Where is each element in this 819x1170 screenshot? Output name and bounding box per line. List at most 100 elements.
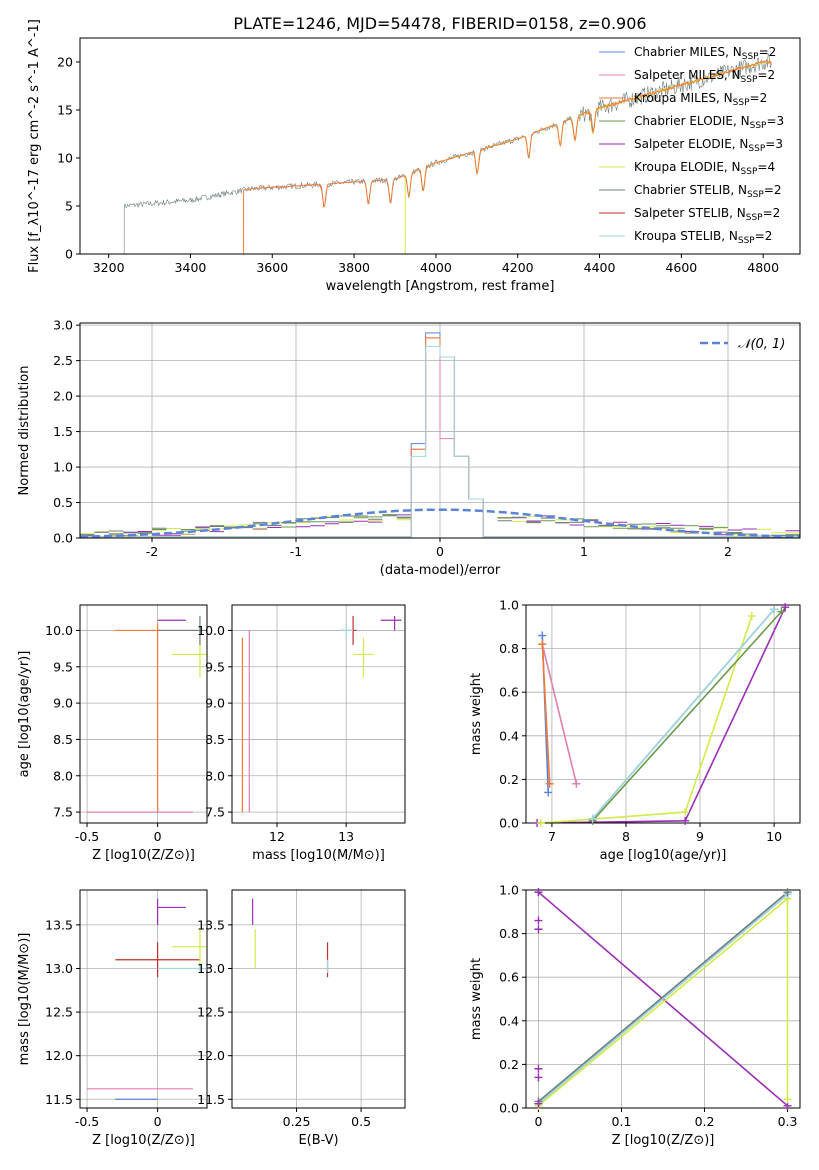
x-tick-label: 0.5: [351, 1114, 371, 1129]
plot-area-mass-vs-Z: [87, 898, 207, 1100]
legend-label: Chabrier MILES, NSSP=2: [634, 45, 776, 62]
y-tick-label: 12.0: [45, 1048, 73, 1063]
plot-area-spectrum: [80, 52, 800, 254]
weight-marker: [538, 631, 547, 640]
weight-marker: [777, 607, 786, 616]
y-tick-label: 0.8: [499, 641, 519, 656]
plot-area-age-vs-mass: [241, 615, 402, 813]
y-tick-label: 8.5: [53, 732, 73, 747]
y-tick-label: 15: [57, 103, 73, 118]
y-tick-label: 2.5: [53, 353, 73, 368]
axes-frame: [79, 604, 208, 824]
y-tick-label: 1.0: [53, 460, 73, 475]
x-tick-label: -0.5: [75, 1114, 99, 1129]
y-axis-label: Normed distribution: [17, 366, 32, 496]
x-tick-label: 4000: [420, 260, 452, 275]
weight-marker: [783, 888, 792, 897]
axes-frame: [231, 604, 406, 824]
y-tick-label: 10: [57, 151, 73, 166]
y-tick-label: 12.5: [45, 1005, 73, 1020]
y-tick-label: 3.0: [53, 318, 73, 333]
x-tick-label: 10: [766, 829, 782, 844]
x-tick-label: 3800: [338, 260, 370, 275]
weight-marker-z0: [534, 925, 543, 934]
weight-marker: [747, 611, 756, 620]
y-tick-label: 10.0: [197, 623, 225, 638]
weight-series-line: [591, 608, 775, 820]
x-tick-label: 3200: [93, 260, 125, 275]
axes-frame: [525, 604, 801, 824]
spectrum-data-line: [123, 52, 772, 254]
x-axis-label: wavelength [Angstrom, rest frame]: [326, 279, 555, 294]
y-tick-label: 8.0: [205, 768, 225, 783]
x-axis-label: Z [log10(Z/Z⊙)]: [612, 1133, 715, 1148]
y-tick-label: 12.0: [197, 1048, 225, 1063]
axes-frame: [79, 37, 801, 255]
weight-series-line: [540, 615, 753, 823]
y-tick-label: 0.0: [499, 816, 519, 831]
x-tick-label: 4200: [502, 260, 534, 275]
legend-label: Chabrier STELIB, NSSP=2: [634, 183, 782, 200]
weight-series-line: [592, 610, 783, 822]
x-tick-label: 4400: [584, 260, 616, 275]
legend-subscript: SSP: [750, 121, 767, 131]
legend-subscript: SSP: [741, 75, 758, 85]
y-tick-label: 9.0: [205, 696, 225, 711]
legend-label: Kroupa MILES, NSSP=2: [634, 91, 767, 108]
y-tick-label: 5: [65, 199, 73, 214]
x-tick-label: 0: [436, 544, 444, 559]
legend-label: Salpeter STELIB, NSSP=2: [634, 206, 780, 223]
x-tick-label: 0.2: [695, 1114, 715, 1129]
legend-suffix: =4: [757, 160, 775, 174]
y-axis-label: Flux [f_λ10^-17 erg cm^-2 s^-1 A^-1]: [27, 19, 42, 273]
x-tick-label: 12: [269, 829, 285, 844]
panel-weight-vs-age: 7 8 9 10 0.0 0.2 0.4 0.6 0.8 1.0 age [log10(age/yr…: [469, 598, 801, 863]
plot-layer: 3200 3400 3600 3800 4000 4200 4400 4600 48000510…: [17, 19, 801, 1148]
legend-label: Salpeter MILES, NSSP=2: [634, 68, 775, 85]
y-tick-label: 12.5: [197, 1005, 225, 1020]
weight-marker: [536, 819, 545, 827]
legend-subscript: SSP: [733, 98, 750, 108]
x-tick-label: -0.5: [75, 829, 99, 844]
y-tick-label: 1.0: [499, 883, 519, 898]
plot-area-mass-vs-EBV: [252, 898, 329, 978]
x-tick-label: 0: [154, 1114, 162, 1129]
y-tick-label: 11.5: [197, 1092, 225, 1107]
axes-frame: [525, 889, 801, 1109]
weight-marker: [783, 1095, 792, 1104]
x-tick-label: 3600: [256, 260, 288, 275]
x-tick-label: 0: [154, 829, 162, 844]
legend-label: Kroupa STELIB, NSSP=2: [634, 229, 772, 246]
legend-label: Salpeter ELODIE, NSSP=3: [634, 137, 783, 154]
y-tick-label: 0.6: [499, 970, 519, 985]
legend-subscript: SSP: [738, 236, 755, 246]
plot-area-residuals: [80, 332, 800, 538]
y-tick-label: 2.0: [53, 389, 73, 404]
weight-marker-z0: [534, 888, 543, 897]
y-tick-label: 13.0: [45, 961, 73, 976]
x-tick-label: 8: [622, 829, 630, 844]
x-tick-label: 0.1: [612, 1114, 632, 1129]
y-tick-label: 8.0: [53, 768, 73, 783]
x-axis-label: mass [log10(M/M⊙)]: [252, 848, 385, 863]
panel-mass-vs-Z: -0.5 0 11.5 12.0 12.5 13.0 13.5 Z [log10(Z/Z⊙)]…: [17, 889, 208, 1148]
y-tick-label: 0.5: [53, 495, 73, 510]
weight-marker-z0: [534, 916, 543, 925]
weight-marker: [770, 605, 779, 614]
y-tick-label: 0: [65, 247, 73, 262]
weight-series-line: [541, 644, 551, 784]
legend-subscript: SSP: [741, 167, 758, 177]
weight-marker-z0: [534, 1099, 543, 1108]
y-axis-label: mass weight: [469, 958, 484, 1040]
legend-subscript: SSP: [748, 144, 765, 154]
y-tick-label: 0.4: [499, 1013, 519, 1028]
x-tick-label: 0.25: [283, 1114, 311, 1129]
y-tick-label: 0.2: [499, 772, 519, 787]
x-tick-label: 0.3: [778, 1114, 798, 1129]
y-axis-label: mass [log10(M/M⊙)]: [17, 933, 32, 1066]
legend-suffix: =2: [755, 229, 773, 243]
y-tick-label: 11.5: [45, 1092, 73, 1107]
weight-series-line: [537, 891, 789, 1103]
legend-label: Chabrier ELODIE, NSSP=3: [634, 114, 784, 131]
